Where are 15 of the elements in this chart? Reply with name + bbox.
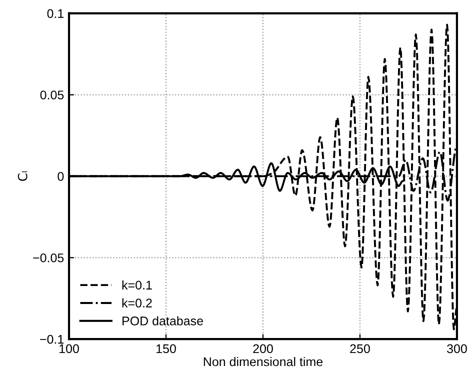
x-tick-label: 250: [350, 344, 370, 354]
legend-label: POD database: [122, 316, 203, 326]
y-tick-label: 0.05: [40, 90, 64, 100]
y-tick-label: 0: [58, 172, 64, 181]
x-tick-label: 100: [60, 344, 79, 354]
legend-label: k=0.1: [122, 280, 152, 290]
x-tick-label: 300: [447, 344, 467, 354]
x-tick-label: 200: [253, 344, 273, 354]
x-axis-title: Non dimensional time: [204, 356, 323, 366]
y-tick-label: 0.1: [47, 9, 64, 18]
y-tick-label: −0.05: [33, 253, 64, 262]
x-tick-label: 150: [156, 344, 176, 354]
legend-label: k=0.2: [122, 298, 152, 308]
y-tick-label: −0.1: [40, 334, 64, 344]
y-axis-title: Cₗ: [18, 171, 28, 181]
